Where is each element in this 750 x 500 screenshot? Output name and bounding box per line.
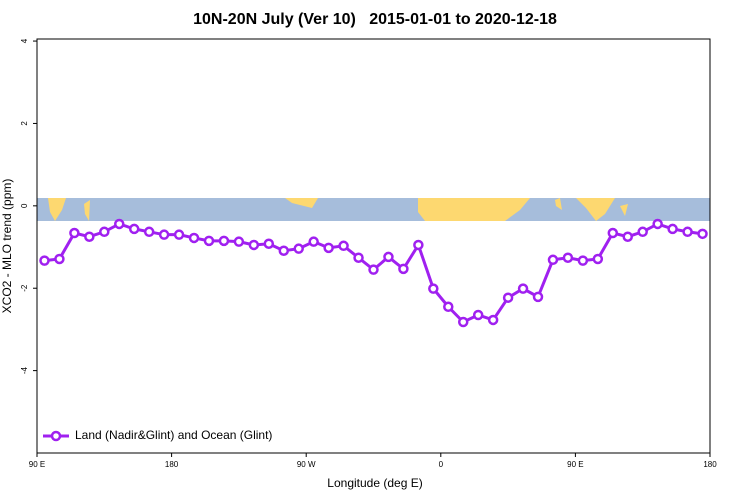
point bbox=[592, 253, 604, 265]
point bbox=[203, 235, 215, 247]
point bbox=[84, 231, 95, 242]
point bbox=[173, 229, 185, 240]
point bbox=[293, 243, 304, 254]
point bbox=[99, 226, 110, 238]
y-tick-label: 2 bbox=[20, 121, 29, 126]
chart-title: 10N-20N July (Ver 10) 2015-01-01 to 2020… bbox=[193, 11, 557, 28]
point bbox=[682, 226, 693, 238]
legend-label: Land (Nadir&Glint) and Ocean (Glint) bbox=[75, 428, 272, 442]
point bbox=[143, 226, 155, 238]
point bbox=[472, 309, 484, 321]
point bbox=[502, 292, 514, 303]
point bbox=[338, 240, 349, 252]
x-tick-label: 180 bbox=[703, 460, 717, 469]
point bbox=[457, 316, 469, 328]
y-tick-label: 0 bbox=[20, 203, 29, 208]
x-tick-label: 90 W bbox=[297, 460, 316, 469]
point bbox=[353, 252, 364, 263]
point bbox=[39, 255, 50, 266]
point bbox=[413, 239, 424, 251]
point bbox=[607, 227, 619, 239]
x-tick-label: 180 bbox=[165, 460, 179, 469]
map-strip bbox=[37, 198, 710, 221]
y-tick-label: 4 bbox=[20, 38, 29, 43]
point bbox=[54, 253, 65, 265]
point bbox=[248, 239, 260, 251]
point bbox=[637, 226, 648, 238]
point bbox=[577, 255, 589, 266]
plot-box bbox=[36, 38, 711, 454]
point bbox=[158, 229, 170, 240]
point bbox=[114, 218, 125, 230]
point bbox=[532, 291, 544, 303]
x-tick-label: 90 E bbox=[567, 460, 583, 469]
point bbox=[323, 242, 334, 254]
point bbox=[697, 228, 708, 240]
point bbox=[398, 263, 409, 275]
point bbox=[308, 236, 319, 247]
point bbox=[428, 283, 439, 294]
point bbox=[652, 218, 663, 230]
point bbox=[188, 232, 200, 244]
x-tick-label: 90 E bbox=[29, 460, 45, 469]
point bbox=[517, 283, 529, 294]
point bbox=[547, 254, 559, 266]
point bbox=[218, 235, 230, 247]
point bbox=[443, 301, 454, 313]
point bbox=[667, 223, 678, 235]
point bbox=[487, 314, 499, 326]
x-tick-label: 0 bbox=[439, 460, 444, 469]
point bbox=[263, 238, 275, 249]
point bbox=[128, 223, 140, 235]
point bbox=[69, 227, 80, 239]
point bbox=[368, 264, 379, 275]
legend-marker bbox=[50, 430, 62, 442]
x-axis-label: Longitude (deg E) bbox=[327, 476, 422, 490]
point bbox=[233, 236, 245, 247]
point bbox=[622, 231, 633, 242]
point bbox=[562, 252, 574, 263]
point bbox=[278, 245, 290, 256]
y-tick-label: -4 bbox=[20, 367, 29, 375]
y-tick-label: -2 bbox=[20, 284, 29, 292]
y-axis-label: XCO2 - MLO trend (ppm) bbox=[0, 179, 14, 314]
point bbox=[383, 251, 394, 263]
